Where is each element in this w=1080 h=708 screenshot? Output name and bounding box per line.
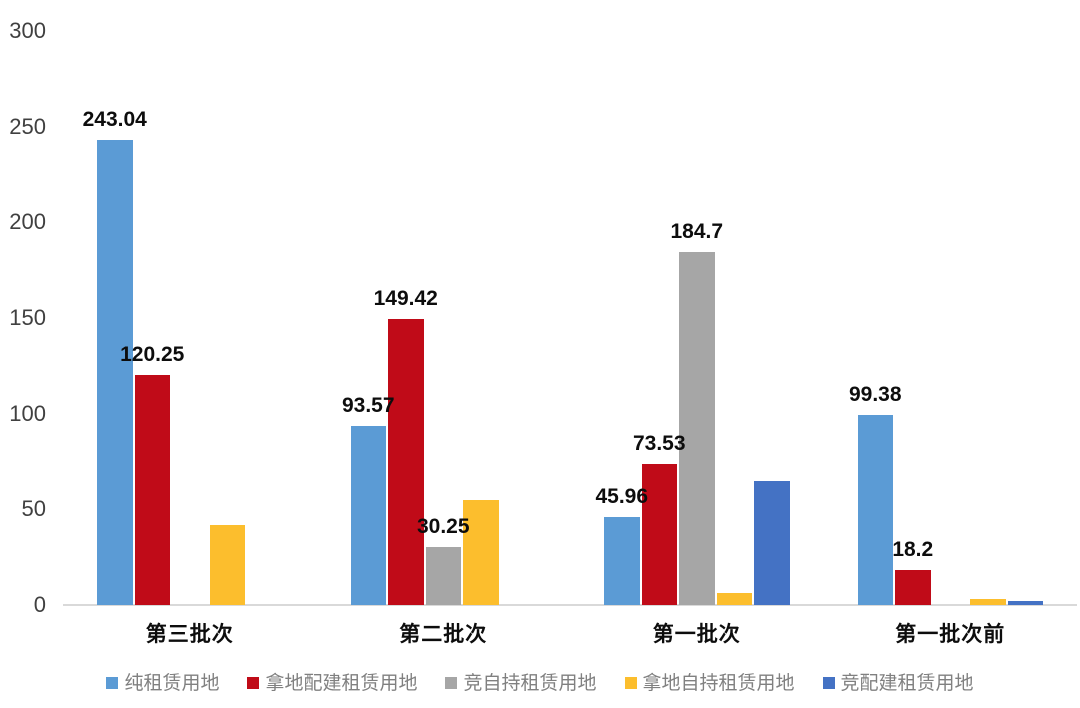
bar [463,499,499,605]
x-axis-category-label: 第一批次 [652,623,741,646]
bar [425,547,461,605]
x-axis-category-label: 第一批次前 [895,623,1006,646]
bar-value-label: 243.04 [82,107,147,131]
bar [604,517,640,605]
bar [209,524,245,605]
y-axis-tick-label: 50 [21,496,46,522]
bar-value-label: 120.25 [120,342,185,366]
legend-swatch-icon [106,677,119,689]
bar-value-label: 99.38 [848,382,902,406]
bar [679,251,715,605]
legend-swatch-icon [822,677,835,689]
chart-legend: 纯租赁用地 拿地配建租赁用地 竞自持租赁用地 拿地自持租赁用地 竞配建租赁用地 [0,671,1080,695]
legend-label: 拿地配建租赁用地 [265,672,418,694]
bar [1007,601,1043,605]
bar [857,414,893,605]
bar [716,592,752,605]
x-axis-category-label: 第三批次 [145,623,234,646]
bar [754,480,790,605]
legend-swatch-icon [247,677,260,689]
bar [895,570,931,605]
bar-value-label: 30.25 [416,515,470,539]
y-axis-tick-label: 0 [33,592,46,617]
y-axis-tick-label: 300 [9,18,46,43]
legend-swatch-icon [445,677,458,689]
y-axis-tick-label: 150 [9,305,46,330]
bar-value-label: 73.53 [632,432,686,456]
legend-item: 拿地配建租赁用地 [247,674,417,693]
bar-value-label: 93.57 [341,393,395,417]
bar [350,425,386,605]
legend-label: 拿地自持租赁用地 [642,672,795,694]
bar-value-label: 45.96 [595,485,649,509]
legend-label: 纯租赁用地 [124,672,220,694]
y-axis-tick-label: 200 [9,209,46,235]
legend-label: 竞自持租赁用地 [463,672,597,694]
bar [970,599,1006,605]
legend-item: 竞配建租赁用地 [822,672,974,694]
bar-value-label: 184.7 [670,219,724,243]
legend-item: 拿地自持租赁用地 [624,672,795,694]
bar [134,374,170,605]
legend-swatch-icon [624,677,637,689]
legend-item: 纯租赁用地 [106,674,219,693]
y-axis-tick-label: 250 [9,113,46,139]
x-axis-line [63,604,1077,606]
bar [641,464,677,605]
bar-value-label: 18.2 [892,538,934,562]
y-axis-tick-label: 100 [9,400,46,426]
legend-label: 竞配建租赁用地 [840,672,974,694]
legend-item: 竞自持租赁用地 [445,672,597,694]
bar [388,319,424,605]
x-axis-category-label: 第二批次 [399,623,488,646]
bar-value-label: 149.42 [373,287,438,311]
bar [97,139,133,605]
